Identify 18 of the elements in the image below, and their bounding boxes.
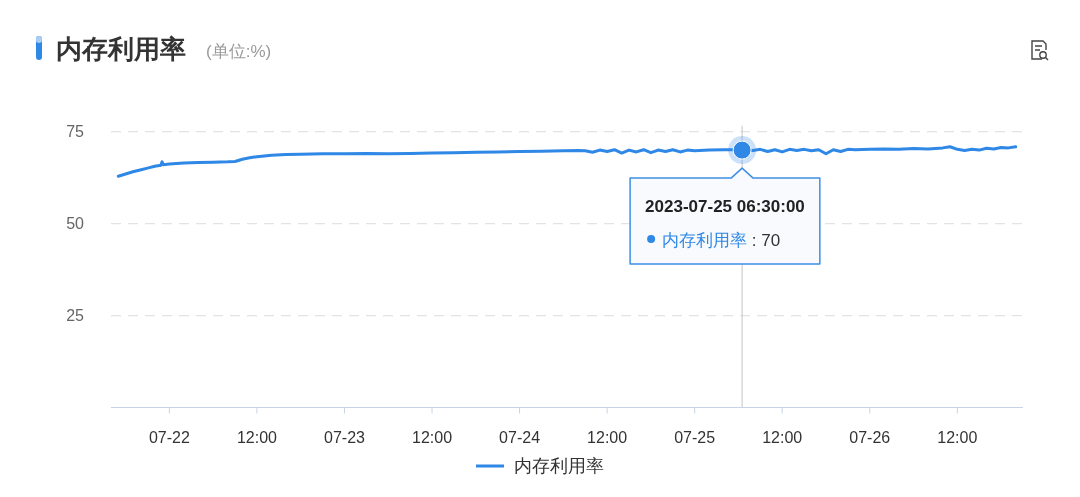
x-tick-label: 07-25 <box>674 429 716 446</box>
tooltip-item: 内存利用率 : 70 <box>662 231 781 251</box>
legend-label: 内存利用率 <box>514 456 604 476</box>
y-tick-label: 50 <box>66 215 84 233</box>
subtitle: (单位:%) <box>206 42 272 61</box>
x-tick-label: 07-22 <box>148 429 190 446</box>
y-tick-label: 25 <box>66 307 84 325</box>
x-tick-label: 12:00 <box>412 429 453 446</box>
x-tick-label: 07-26 <box>849 429 891 446</box>
x-tick-label: 07-23 <box>324 429 365 446</box>
x-tick-label: 07-24 <box>499 429 541 446</box>
x-tick-label: 12:00 <box>587 429 628 446</box>
title: 内存利用率 <box>56 34 186 64</box>
x-tick-label: 12:00 <box>937 429 978 446</box>
x-tick-label: 12:00 <box>762 429 803 446</box>
tooltip-title: 2023-07-25 06:30:00 <box>645 197 805 217</box>
x-tick-label: 12:00 <box>236 429 277 446</box>
y-tick-label: 75 <box>66 123 84 141</box>
